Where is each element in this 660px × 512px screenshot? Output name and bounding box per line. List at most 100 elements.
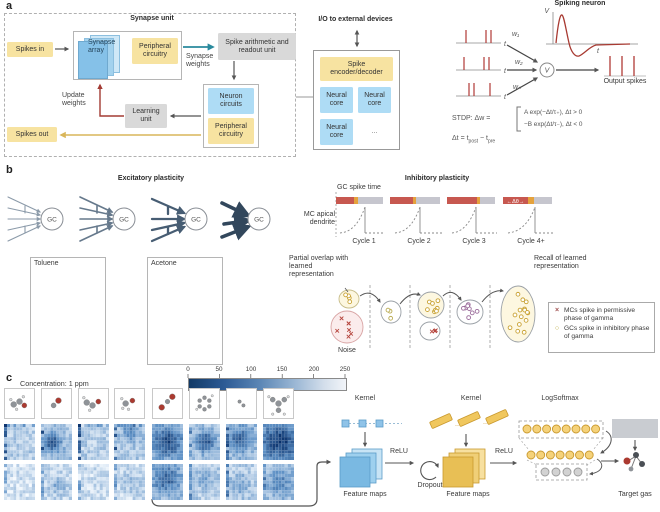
recall-label: Recall of learned representation	[534, 255, 587, 271]
molecule-box	[78, 388, 109, 419]
transition-arrows	[359, 288, 504, 305]
spike-arithmetic-box: Spike arithmetic and readout unit	[218, 33, 296, 60]
kernel-2-label: Kernel	[460, 395, 482, 402]
molecule-icon	[9, 395, 28, 411]
colorbar-tick: 0	[186, 366, 190, 373]
feature-maps-1-label: Feature maps	[343, 491, 387, 498]
delta-theta-label: ←Δθ→	[507, 199, 525, 205]
svg-text:...: ...	[483, 419, 489, 426]
molecule-icon	[195, 394, 214, 412]
stdp-case-2: −B exp(Δt/τ₋), Δt < 0	[524, 121, 583, 128]
molecule-box	[41, 388, 72, 419]
sensor-heatmap	[4, 464, 35, 500]
gamma-legend: × MCs spike in permissive phase of gamma …	[548, 302, 655, 353]
input-bracket	[151, 459, 332, 507]
panel-a-label: a	[6, 0, 13, 12]
v-node-label: V	[545, 68, 551, 75]
legend-item-mc: × MCs spike in permissive phase of gamma	[554, 307, 636, 322]
cycle-2-label: Cycle 2	[407, 238, 431, 245]
neural-core-box: Neural core	[320, 119, 353, 145]
panel-c-label: c	[6, 372, 13, 384]
t-axis-label: t	[597, 48, 600, 55]
toluene-plot: Toluene	[30, 257, 106, 365]
sensor-heatmap	[78, 424, 109, 460]
neural-core-box: Neural core	[320, 87, 353, 113]
molecule-icon	[50, 397, 62, 409]
delta-t-equation: Δt = tpost − tpre	[452, 135, 496, 145]
sensor-heatmap	[114, 464, 145, 500]
peripheral-circuitry-box-bottom: Peripheral circuitry	[208, 118, 254, 144]
relu-1-label: ReLU	[390, 448, 408, 455]
gc-label: GC	[119, 217, 129, 224]
sensor-heatmap	[263, 464, 294, 500]
concentration-label: Concentration: 1 ppm	[20, 379, 89, 388]
gc-circles: GC GC GC GC	[40, 207, 271, 231]
molecule-icon	[237, 399, 246, 408]
partial-overlap-label: Partial overlap with learned representat…	[289, 255, 349, 279]
sensor-heatmap	[152, 424, 183, 460]
molecule-box	[189, 388, 220, 419]
gc-label: GC	[47, 217, 57, 224]
target-gas-molecule	[623, 452, 645, 472]
molecule-box	[263, 388, 294, 419]
toluene-title: Toluene	[34, 260, 59, 267]
io-title: I/O to external devices	[318, 16, 393, 23]
gc-label: GC	[191, 217, 201, 224]
colorbar-tick: 150	[276, 366, 288, 373]
synapse-weights-label: Synapse weights	[186, 53, 214, 69]
sensor-heatmap	[78, 464, 109, 500]
output-spikes-label: Output spikes	[603, 78, 647, 85]
cycle-3-label: Cycle 3	[462, 238, 486, 245]
colorbar-tick: 50	[215, 366, 223, 373]
sensor-heatmap	[226, 424, 257, 460]
molecule-icon	[120, 397, 136, 411]
sensor-heatmap	[189, 464, 220, 500]
spikes-in-box: Spikes in	[7, 42, 53, 57]
colorbar-tick: 200	[308, 366, 320, 373]
attractor-sequence	[330, 285, 536, 348]
gc-label: GC	[254, 217, 264, 224]
neuron-circuits-box: Neuron circuits	[208, 88, 254, 114]
svg-text:...: ...	[455, 421, 461, 428]
sensor-heatmap	[114, 424, 145, 460]
cycle-4-label: Cycle 4+	[517, 238, 545, 245]
update-weights-label: Update weights	[62, 92, 86, 108]
kernel-1-label: Kernel	[354, 395, 376, 402]
sensor-heatmap	[152, 464, 183, 500]
stdp-case-1: A exp(−Δt/τ₊), Δt > 0	[524, 109, 583, 116]
feature-maps-2-label: Feature maps	[446, 491, 490, 498]
panel-c-graphics: ... ...	[151, 374, 645, 507]
target-gas-label: Target gas	[618, 489, 652, 498]
inhibitory-title: Inhibitory plasticity	[404, 175, 470, 182]
neural-core-ellipsis: ...	[371, 128, 378, 136]
cycle-1-label: Cycle 1	[352, 238, 376, 245]
v-axis-label: V	[544, 8, 550, 15]
colorbar-tick: 100	[245, 366, 257, 373]
panel-b-label: b	[6, 164, 13, 176]
colorbar-tick: 250	[339, 366, 351, 373]
synapse-unit-title: Synapse unit	[130, 15, 174, 22]
synapse-array-label: Synapse array	[88, 39, 116, 55]
acetone-title: Acetone	[151, 260, 177, 267]
spiking-neuron-title: Spiking neuron	[554, 0, 606, 7]
learning-unit-box: Learning unit	[125, 104, 167, 128]
excitatory-plasticity-graphics: GC GC GC GC	[7, 196, 271, 243]
synapse-chip-dashed-box	[4, 13, 296, 157]
o-marker-icon: ○	[554, 325, 560, 333]
molecule-box	[226, 388, 257, 419]
svg-text:t: t	[504, 94, 507, 101]
v-node-circle	[539, 62, 555, 78]
sensor-heatmap	[41, 464, 72, 500]
weight-n-label: wₙ	[513, 84, 521, 91]
stdp-bracket	[516, 106, 521, 132]
logsoftmax-label: LogSoftmax	[541, 395, 579, 402]
sensor-heatmap	[189, 424, 220, 460]
sensor-heatmap	[263, 424, 294, 460]
synapse-array-layer	[78, 41, 108, 79]
layer-arrows	[589, 430, 612, 476]
spiking-neuron-graphics: V V t t t t w₁ w₂ wₙ	[456, 8, 646, 132]
peripheral-circuitry-box-top: Peripheral circuitry	[132, 38, 178, 64]
molecule-icon	[82, 396, 102, 412]
svg-text:t: t	[504, 68, 507, 75]
